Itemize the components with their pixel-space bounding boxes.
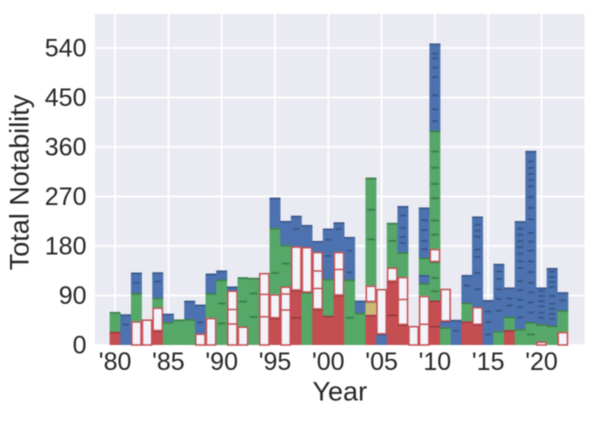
- svg-text:Year: Year: [313, 377, 368, 407]
- svg-text:'20: '20: [525, 348, 558, 376]
- svg-text:'95: '95: [259, 348, 292, 376]
- svg-text:0: 0: [73, 332, 87, 360]
- svg-text:'00: '00: [312, 348, 345, 376]
- svg-text:'80: '80: [99, 348, 132, 376]
- svg-text:'05: '05: [365, 348, 398, 376]
- svg-text:'10: '10: [419, 348, 452, 376]
- svg-text:90: 90: [59, 282, 87, 310]
- svg-text:360: 360: [45, 134, 87, 162]
- svg-text:'15: '15: [472, 348, 505, 376]
- svg-text:'85: '85: [152, 348, 185, 376]
- svg-text:Total Notability: Total Notability: [5, 94, 35, 270]
- svg-text:270: 270: [45, 183, 87, 211]
- svg-text:450: 450: [45, 84, 87, 112]
- svg-text:540: 540: [45, 35, 87, 63]
- svg-text:'90: '90: [205, 348, 238, 376]
- svg-text:180: 180: [45, 233, 87, 261]
